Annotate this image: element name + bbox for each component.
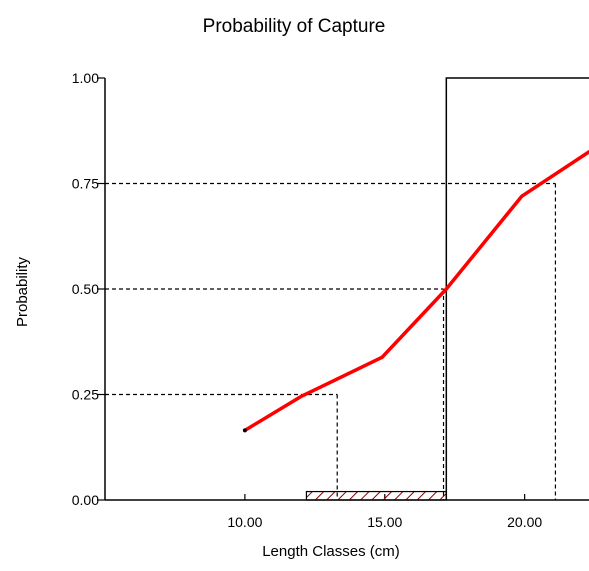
chart-title: Probability of Capture [203, 16, 386, 37]
y-tick-label: 1.00 [72, 70, 99, 86]
y-tick-label: 0.25 [72, 387, 99, 403]
x-tick-label: 20.00 [507, 514, 542, 530]
y-tick-label: 0.50 [72, 281, 99, 297]
curve-start-point [242, 428, 247, 433]
selection-range-bar [305, 490, 447, 501]
y-tick-label: 0.75 [72, 176, 99, 192]
x-tick-label: 10.00 [227, 514, 262, 530]
plot-area: 0.00 0.25 0.50 0.75 1.00 10.00 15.00 20.00 [72, 70, 589, 530]
probability-curve-line [243, 150, 589, 433]
x-axis-label: Length Classes (cm) [262, 543, 400, 560]
x-tick-label: 15.00 [367, 514, 402, 530]
y-axis-label: Probability [14, 256, 31, 327]
knife-edge-step-line [445, 77, 589, 500]
y-tick-label: 0.00 [72, 492, 99, 508]
